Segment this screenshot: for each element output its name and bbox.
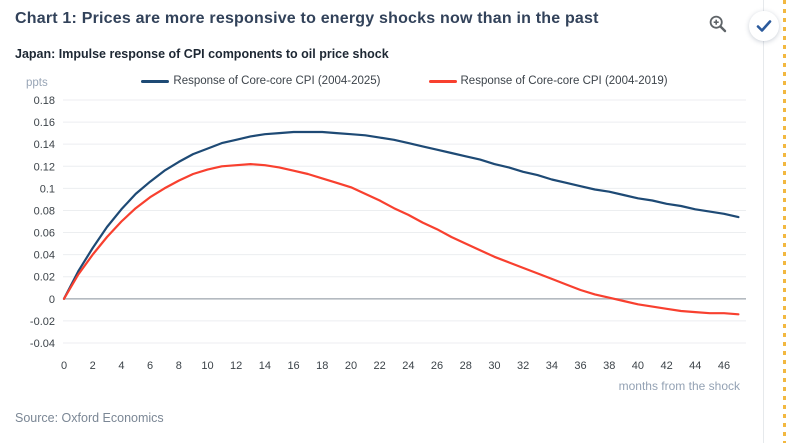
svg-text:42: 42 xyxy=(660,360,672,372)
svg-text:44: 44 xyxy=(689,360,701,372)
svg-text:18: 18 xyxy=(316,360,328,372)
checkmark-icon xyxy=(756,19,772,33)
svg-text:0.08: 0.08 xyxy=(34,205,55,217)
svg-text:12: 12 xyxy=(230,360,242,372)
chart-subtitle: Japan: Impulse response of CPI component… xyxy=(15,47,389,61)
svg-text:0.02: 0.02 xyxy=(34,272,55,284)
magnifier-plus-icon xyxy=(708,14,728,34)
svg-text:24: 24 xyxy=(402,360,414,372)
svg-text:4: 4 xyxy=(118,360,124,372)
chart-title: Chart 1: Prices are more responsive to e… xyxy=(15,10,599,27)
panel-divider xyxy=(763,0,764,443)
svg-text:16: 16 xyxy=(287,360,299,372)
legend-item-core-core-cpi-2004-2025[interactable]: Response of Core-core CPI (2004-2025) xyxy=(141,75,381,87)
svg-text:28: 28 xyxy=(460,360,472,372)
legend-label: Response of Core-core CPI (2004-2025) xyxy=(173,75,381,87)
svg-text:0.16: 0.16 xyxy=(34,117,55,129)
legend-label: Response of Core-core CPI (2004-2019) xyxy=(460,75,668,87)
svg-text:46: 46 xyxy=(718,360,730,372)
svg-text:8: 8 xyxy=(176,360,182,372)
chart-legend: Response of Core-core CPI (2004-2025) Re… xyxy=(63,75,746,87)
svg-text:0: 0 xyxy=(61,360,67,372)
svg-text:22: 22 xyxy=(374,360,386,372)
svg-text:0.14: 0.14 xyxy=(34,139,55,151)
svg-text:0.06: 0.06 xyxy=(34,228,55,240)
svg-text:0.1: 0.1 xyxy=(40,183,55,195)
svg-text:26: 26 xyxy=(431,360,443,372)
svg-text:38: 38 xyxy=(603,360,615,372)
svg-text:30: 30 xyxy=(488,360,500,372)
svg-text:0.04: 0.04 xyxy=(34,250,55,262)
svg-text:0.12: 0.12 xyxy=(34,161,55,173)
legend-swatch-blue xyxy=(141,79,170,83)
svg-text:36: 36 xyxy=(574,360,586,372)
svg-text:6: 6 xyxy=(147,360,153,372)
svg-text:10: 10 xyxy=(201,360,213,372)
svg-text:14: 14 xyxy=(259,360,271,372)
x-axis-label: months from the shock xyxy=(618,379,740,393)
selected-toggle-button[interactable] xyxy=(749,11,779,41)
svg-text:0: 0 xyxy=(49,294,55,306)
source-note: Source: Oxford Economics xyxy=(15,411,164,425)
svg-text:20: 20 xyxy=(345,360,357,372)
svg-text:-0.04: -0.04 xyxy=(30,338,55,350)
svg-text:2: 2 xyxy=(90,360,96,372)
y-axis-unit-label: ppts xyxy=(26,77,48,89)
legend-swatch-red xyxy=(428,79,457,83)
svg-text:-0.02: -0.02 xyxy=(30,316,55,328)
legend-item-core-core-cpi-2004-2019[interactable]: Response of Core-core CPI (2004-2019) xyxy=(428,75,668,87)
svg-text:34: 34 xyxy=(546,360,558,372)
zoom-in-button[interactable] xyxy=(705,11,731,37)
selection-edge-indicator xyxy=(783,0,786,443)
svg-text:0.18: 0.18 xyxy=(34,95,55,107)
svg-text:32: 32 xyxy=(517,360,529,372)
svg-text:40: 40 xyxy=(632,360,644,372)
